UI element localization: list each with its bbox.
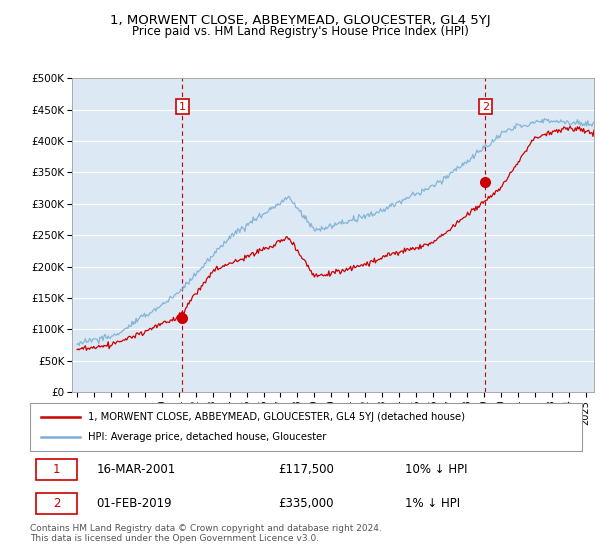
Text: 1: 1 xyxy=(179,101,186,111)
Text: £117,500: £117,500 xyxy=(278,463,334,476)
Text: 1, MORWENT CLOSE, ABBEYMEAD, GLOUCESTER, GL4 5YJ (detached house): 1, MORWENT CLOSE, ABBEYMEAD, GLOUCESTER,… xyxy=(88,412,465,422)
Text: Price paid vs. HM Land Registry's House Price Index (HPI): Price paid vs. HM Land Registry's House … xyxy=(131,25,469,38)
FancyBboxPatch shape xyxy=(35,493,77,514)
FancyBboxPatch shape xyxy=(35,459,77,480)
Text: 1: 1 xyxy=(53,463,60,476)
Text: Contains HM Land Registry data © Crown copyright and database right 2024.
This d: Contains HM Land Registry data © Crown c… xyxy=(30,524,382,543)
Text: HPI: Average price, detached house, Gloucester: HPI: Average price, detached house, Glou… xyxy=(88,432,326,442)
FancyBboxPatch shape xyxy=(30,403,582,451)
Text: 10% ↓ HPI: 10% ↓ HPI xyxy=(406,463,468,476)
Text: 01-FEB-2019: 01-FEB-2019 xyxy=(96,497,172,510)
Text: 2: 2 xyxy=(482,101,489,111)
Text: £335,000: £335,000 xyxy=(278,497,334,510)
Text: 16-MAR-2001: 16-MAR-2001 xyxy=(96,463,175,476)
Text: 1, MORWENT CLOSE, ABBEYMEAD, GLOUCESTER, GL4 5YJ: 1, MORWENT CLOSE, ABBEYMEAD, GLOUCESTER,… xyxy=(110,14,490,27)
Text: 1% ↓ HPI: 1% ↓ HPI xyxy=(406,497,460,510)
Text: 2: 2 xyxy=(53,497,60,510)
